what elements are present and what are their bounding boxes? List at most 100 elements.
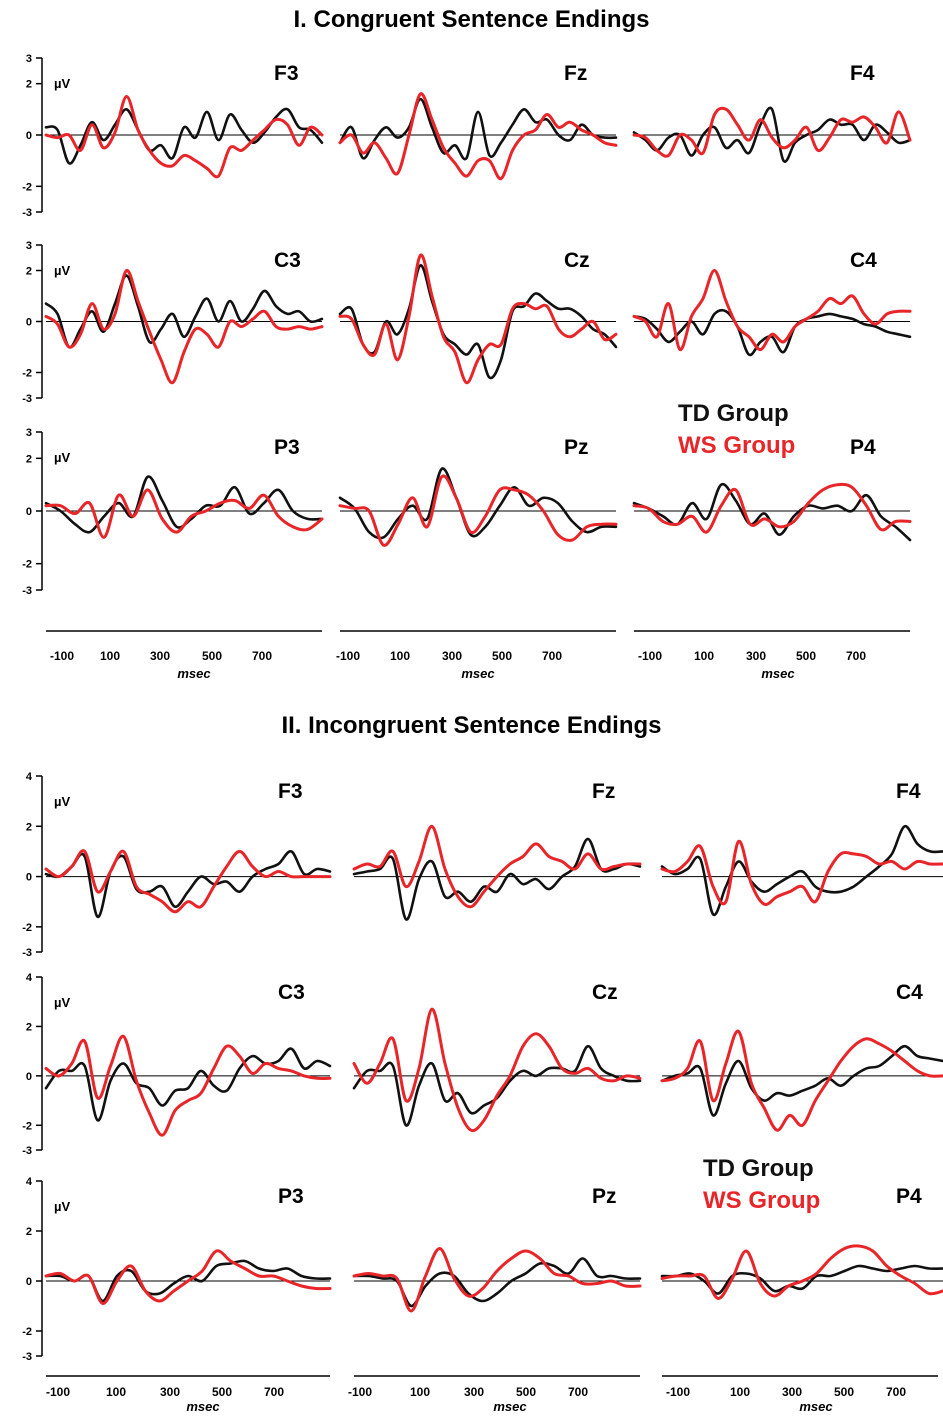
x-tick-label-s1-col3: 700: [846, 649, 866, 663]
ws-waveform-P4-s2: [660, 1244, 943, 1300]
td-waveform-C4-s1: [632, 308, 912, 357]
x-tick-label-s2-col2: 700: [568, 1385, 588, 1399]
x-axis-label-s1-col2: msec: [461, 666, 495, 681]
y-tick-label-s1-r2: -2: [22, 368, 32, 380]
x-tick-label-s1-col1: 100: [100, 649, 120, 663]
ws-waveform-Fz-s2: [352, 824, 642, 909]
y-tick-label-s2-r1: -2: [22, 922, 32, 934]
ws-waveform-Cz-s2: [352, 1007, 642, 1133]
x-tick-label-s1-col1: 700: [252, 649, 272, 663]
y-tick-label-s2-r1: 2: [26, 821, 32, 833]
y-tick-label-s2-r1: 4: [26, 771, 33, 783]
x-tick-label-s2-col3: 700: [886, 1385, 906, 1399]
y-tick-label-s1-r3: 3: [26, 427, 32, 439]
electrode-label-P4-s1: P4: [850, 436, 876, 459]
x-tick-label-s2-col1: 300: [160, 1385, 180, 1399]
x-tick-label-s1-col1: 500: [202, 649, 222, 663]
y-tick-label-s1-r1: 3: [26, 53, 32, 65]
electrode-label-C3-s1: C3: [274, 249, 301, 272]
x-tick-label-s2-col3: 300: [782, 1385, 802, 1399]
section-2-title: II. Incongruent Sentence Endings: [281, 712, 662, 739]
y-tick-label-s1-r3: 2: [26, 453, 32, 465]
td-waveform-F4-s2: [660, 824, 943, 917]
x-tick-label-s2-col2: 100: [410, 1385, 430, 1399]
td-waveform-Pz-s1: [338, 467, 618, 540]
unit-label-s1-r3: µV: [54, 450, 70, 465]
ws-waveform-F3-s1: [44, 94, 324, 179]
electrode-label-Cz-s1: Cz: [564, 249, 590, 272]
x-tick-label-s2-col2: 300: [464, 1385, 484, 1399]
y-tick-label-s2-r2: 4: [26, 972, 33, 984]
electrode-label-Fz-s2: Fz: [592, 780, 615, 803]
unit-label-s2-r2: µV: [54, 995, 70, 1010]
x-axis-label-s2-col3: msec: [799, 1399, 833, 1414]
ws-waveform-P3-s2: [44, 1249, 332, 1305]
electrode-label-P3-s1: P3: [274, 436, 300, 459]
electrode-label-Cz-s2: Cz: [592, 981, 618, 1004]
x-tick-label-s1-col1: 300: [150, 649, 170, 663]
y-tick-label-s1-r2: 2: [26, 266, 32, 278]
x-tick-label-s1-col3: 500: [796, 649, 816, 663]
ws-waveform-F3-s2: [44, 849, 332, 914]
y-tick-label-s1-r3: -2: [22, 559, 32, 571]
y-tick-label-s2-r1: -3: [22, 947, 32, 959]
unit-label-s1-r1: µV: [54, 76, 70, 91]
ws-waveform-F4-s2: [660, 839, 943, 907]
section-1-title: I. Congruent Sentence Endings: [293, 6, 650, 33]
y-tick-label-s1-r1: 0: [26, 130, 32, 142]
y-tick-label-s2-r3: 2: [26, 1226, 32, 1238]
legend-ws-section-2: WS Group: [703, 1187, 821, 1214]
electrode-label-C4-s2: C4: [896, 981, 923, 1004]
y-tick-label-s2-r2: -3: [22, 1145, 32, 1157]
x-tick-label-s2-col2: 500: [516, 1385, 536, 1399]
y-tick-label-s1-r1: -2: [22, 181, 32, 193]
legend-td-section-1: TD Group: [678, 400, 789, 427]
y-tick-label-s1-r3: -3: [22, 585, 32, 597]
unit-label-s2-r3: µV: [54, 1199, 70, 1214]
x-tick-label-s1-col3: 100: [694, 649, 714, 663]
td-waveform-C3-s1: [44, 274, 324, 349]
td-waveform-Cz-s1: [338, 264, 618, 380]
y-tick-label-s2-r2: 2: [26, 1021, 32, 1033]
x-tick-label-s1-col2: 300: [442, 649, 462, 663]
x-tick-label-s1-col2: -100: [336, 649, 360, 663]
td-waveform-F3-s1: [44, 107, 324, 165]
ws-waveform-Pz-s1: [338, 474, 618, 547]
electrode-label-F4-s2: F4: [896, 780, 921, 803]
electrode-label-Pz-s2: Pz: [592, 1185, 617, 1208]
y-tick-label-s1-r3: 0: [26, 506, 32, 518]
x-tick-label-s1-col2: 500: [492, 649, 512, 663]
ws-waveform-C3-s2: [44, 1034, 332, 1137]
x-tick-label-s2-col3: -100: [666, 1385, 690, 1399]
td-waveform-C3-s2: [44, 1047, 332, 1122]
electrode-label-F3-s1: F3: [274, 62, 299, 85]
x-tick-label-s2-col1: 100: [106, 1385, 126, 1399]
unit-label-s2-r1: µV: [54, 794, 70, 809]
y-tick-label-s1-r1: -3: [22, 207, 32, 219]
x-tick-label-s1-col2: 100: [390, 649, 410, 663]
ws-waveform-Fz-s1: [338, 92, 618, 181]
electrode-label-P4-s2: P4: [896, 1185, 922, 1208]
y-tick-label-s2-r3: 4: [26, 1176, 33, 1188]
y-tick-label-s1-r2: 0: [26, 317, 32, 329]
ws-waveform-Cz-s1: [338, 253, 618, 385]
y-tick-label-s2-r2: 0: [26, 1071, 32, 1083]
electrode-label-F4-s1: F4: [850, 62, 875, 85]
x-axis-label-s2-col2: msec: [493, 1399, 527, 1414]
x-axis-label-s1-col1: msec: [177, 666, 211, 681]
ws-waveform-P4-s1: [632, 482, 912, 534]
ws-waveform-F4-s1: [632, 106, 912, 158]
electrode-label-C4-s1: C4: [850, 249, 877, 272]
legend-ws-section-1: WS Group: [678, 432, 796, 459]
y-tick-label-s2-r2: -2: [22, 1120, 32, 1132]
electrode-label-F3-s2: F3: [278, 780, 303, 803]
y-tick-label-s1-r2: -3: [22, 393, 32, 405]
ws-waveform-Pz-s2: [352, 1247, 642, 1313]
y-tick-label-s2-r3: -3: [22, 1351, 32, 1363]
y-tick-label-s2-r3: -2: [22, 1326, 32, 1338]
legend-td-section-2: TD Group: [703, 1155, 814, 1182]
electrode-label-Fz-s1: Fz: [564, 62, 587, 85]
y-tick-label-s1-r2: 3: [26, 240, 32, 252]
electrode-label-Pz-s1: Pz: [564, 436, 589, 459]
